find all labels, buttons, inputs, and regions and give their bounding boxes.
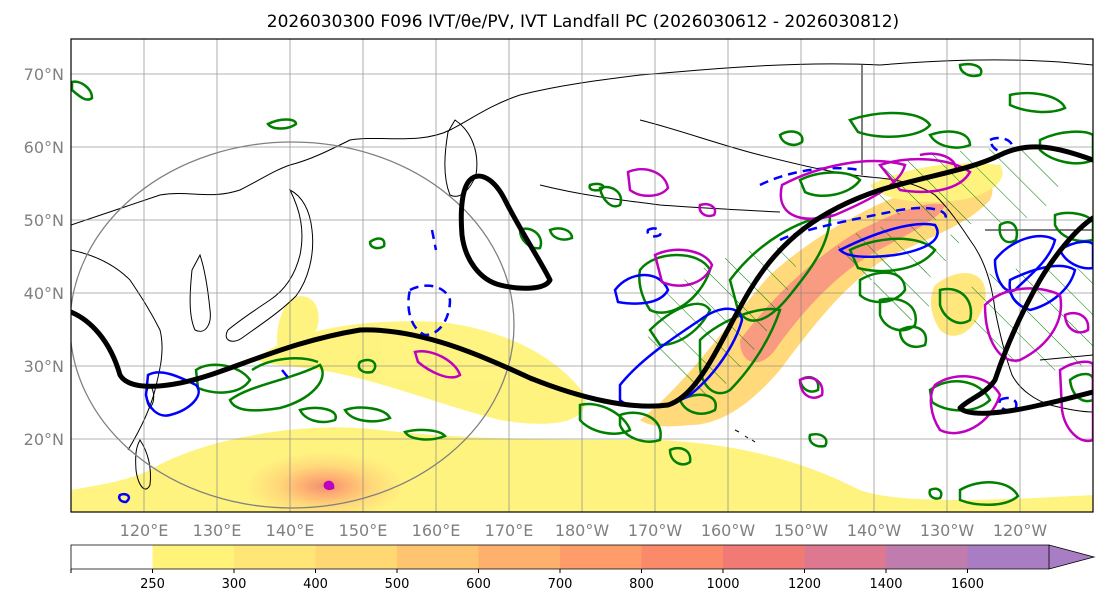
colorbar-segment bbox=[71, 545, 153, 569]
coastline-korea bbox=[189, 253, 211, 332]
graticule bbox=[71, 39, 1093, 512]
figure-title: 2026030300 F096 IVT/θe/PV, IVT Landfall … bbox=[267, 12, 899, 32]
colorbar-tick-label: 250 bbox=[140, 577, 165, 592]
coastlines bbox=[71, 59, 1093, 490]
lat-label: 30°N bbox=[24, 357, 64, 376]
theta-e-dashed bbox=[759, 166, 861, 187]
ivt-typhoon-core bbox=[245, 452, 405, 512]
colorbar-segment bbox=[152, 545, 235, 569]
colorbar-extend-arrow bbox=[1048, 544, 1096, 570]
map-area bbox=[71, 39, 1093, 512]
colorbar-segment bbox=[397, 545, 479, 569]
lat-label: 70°N bbox=[24, 65, 64, 84]
colorbar-tick-label: 800 bbox=[629, 577, 654, 592]
lon-label: 160°E bbox=[412, 521, 461, 540]
theta-e-solid bbox=[1008, 264, 1077, 312]
colorbar-segment bbox=[804, 545, 887, 569]
colorbar-tick-label: 300 bbox=[222, 577, 247, 592]
ivt-atmospheric-river-core bbox=[740, 203, 945, 363]
lat-label: 50°N bbox=[24, 211, 64, 230]
coastline-hawaii bbox=[734, 429, 756, 443]
colorbar-segment bbox=[886, 545, 968, 569]
colorbar-tick-label: 1600 bbox=[951, 577, 984, 592]
boundary-us-mexico bbox=[1039, 354, 1093, 361]
map-frame bbox=[70, 38, 1094, 513]
theta-e-solid bbox=[993, 234, 1057, 293]
lon-label: 150°E bbox=[339, 521, 388, 540]
jet-stream-main bbox=[71, 144, 1093, 409]
theta-e-dashed bbox=[988, 136, 1014, 154]
jet-stream bbox=[71, 144, 1093, 416]
coastline-asia bbox=[71, 63, 881, 226]
coastline-china bbox=[71, 249, 163, 451]
longitude-labels: 120°E 130°E 140°E 150°E 160°E 170°E 180°… bbox=[120, 521, 1048, 540]
colorbar-segment bbox=[641, 545, 724, 569]
colorbar-segment bbox=[723, 545, 805, 569]
lat-label: 60°N bbox=[24, 138, 64, 157]
lon-label: 170°W bbox=[628, 521, 683, 540]
lat-label: 20°N bbox=[24, 430, 64, 449]
colorbar-tick-label: 400 bbox=[303, 577, 328, 592]
colorbar-tick-label: 500 bbox=[385, 577, 410, 592]
theta-e-solid bbox=[613, 273, 670, 305]
theta-e-dashed bbox=[430, 229, 438, 251]
colorbar-segment bbox=[315, 545, 398, 569]
colorbar-tick-label: 1000 bbox=[706, 577, 739, 592]
colorbar-segment bbox=[967, 545, 1050, 569]
lon-label: 120°W bbox=[993, 521, 1048, 540]
theta-e-dashed bbox=[646, 227, 662, 238]
lon-label: 180°W bbox=[555, 521, 610, 540]
colorbar-segment bbox=[560, 545, 642, 569]
colorbar-tick-label: 600 bbox=[466, 577, 491, 592]
coastline-north-america bbox=[879, 59, 1093, 413]
colorbar-tick-label: 1400 bbox=[869, 577, 902, 592]
pv-contours bbox=[71, 63, 1093, 506]
lon-label: 170°E bbox=[485, 521, 534, 540]
jet-stream-east bbox=[957, 215, 1093, 416]
lon-label: 150°W bbox=[774, 521, 829, 540]
theta-e-dashed bbox=[998, 396, 1018, 412]
colorbar-tick-label: 700 bbox=[548, 577, 573, 592]
lon-label: 140°E bbox=[266, 521, 315, 540]
colorbar-segment bbox=[234, 545, 316, 569]
lon-label: 160°W bbox=[701, 521, 756, 540]
colorbar-tick-label: 1200 bbox=[788, 577, 821, 592]
radius-circle bbox=[71, 141, 515, 509]
coastline-aleutians bbox=[539, 184, 781, 213]
colorbar: 250 300 400 500 600 700 800 1000 1200 1400 1600 bbox=[70, 544, 1096, 592]
coastline-philippines bbox=[135, 439, 151, 490]
colorbar-segment bbox=[478, 545, 561, 569]
theta-e-solid bbox=[118, 493, 131, 504]
theta-e-solid bbox=[1058, 240, 1093, 270]
lon-label: 120°E bbox=[120, 521, 169, 540]
lon-label: 130°W bbox=[920, 521, 975, 540]
ivt-band-west bbox=[255, 321, 586, 424]
lon-label: 140°W bbox=[847, 521, 902, 540]
theta-e-solid bbox=[837, 222, 939, 259]
theta-e-dashed bbox=[281, 369, 291, 381]
lat-label: 40°N bbox=[24, 284, 64, 303]
lon-label: 130°E bbox=[193, 521, 242, 540]
theta-e-solid bbox=[144, 371, 200, 417]
theta-e-contours bbox=[118, 136, 1093, 504]
coastline-japan bbox=[225, 188, 314, 342]
jet-stream-loop bbox=[458, 173, 553, 291]
latitude-labels: 70°N 60°N 50°N 40°N 30°N 20°N bbox=[24, 65, 64, 449]
